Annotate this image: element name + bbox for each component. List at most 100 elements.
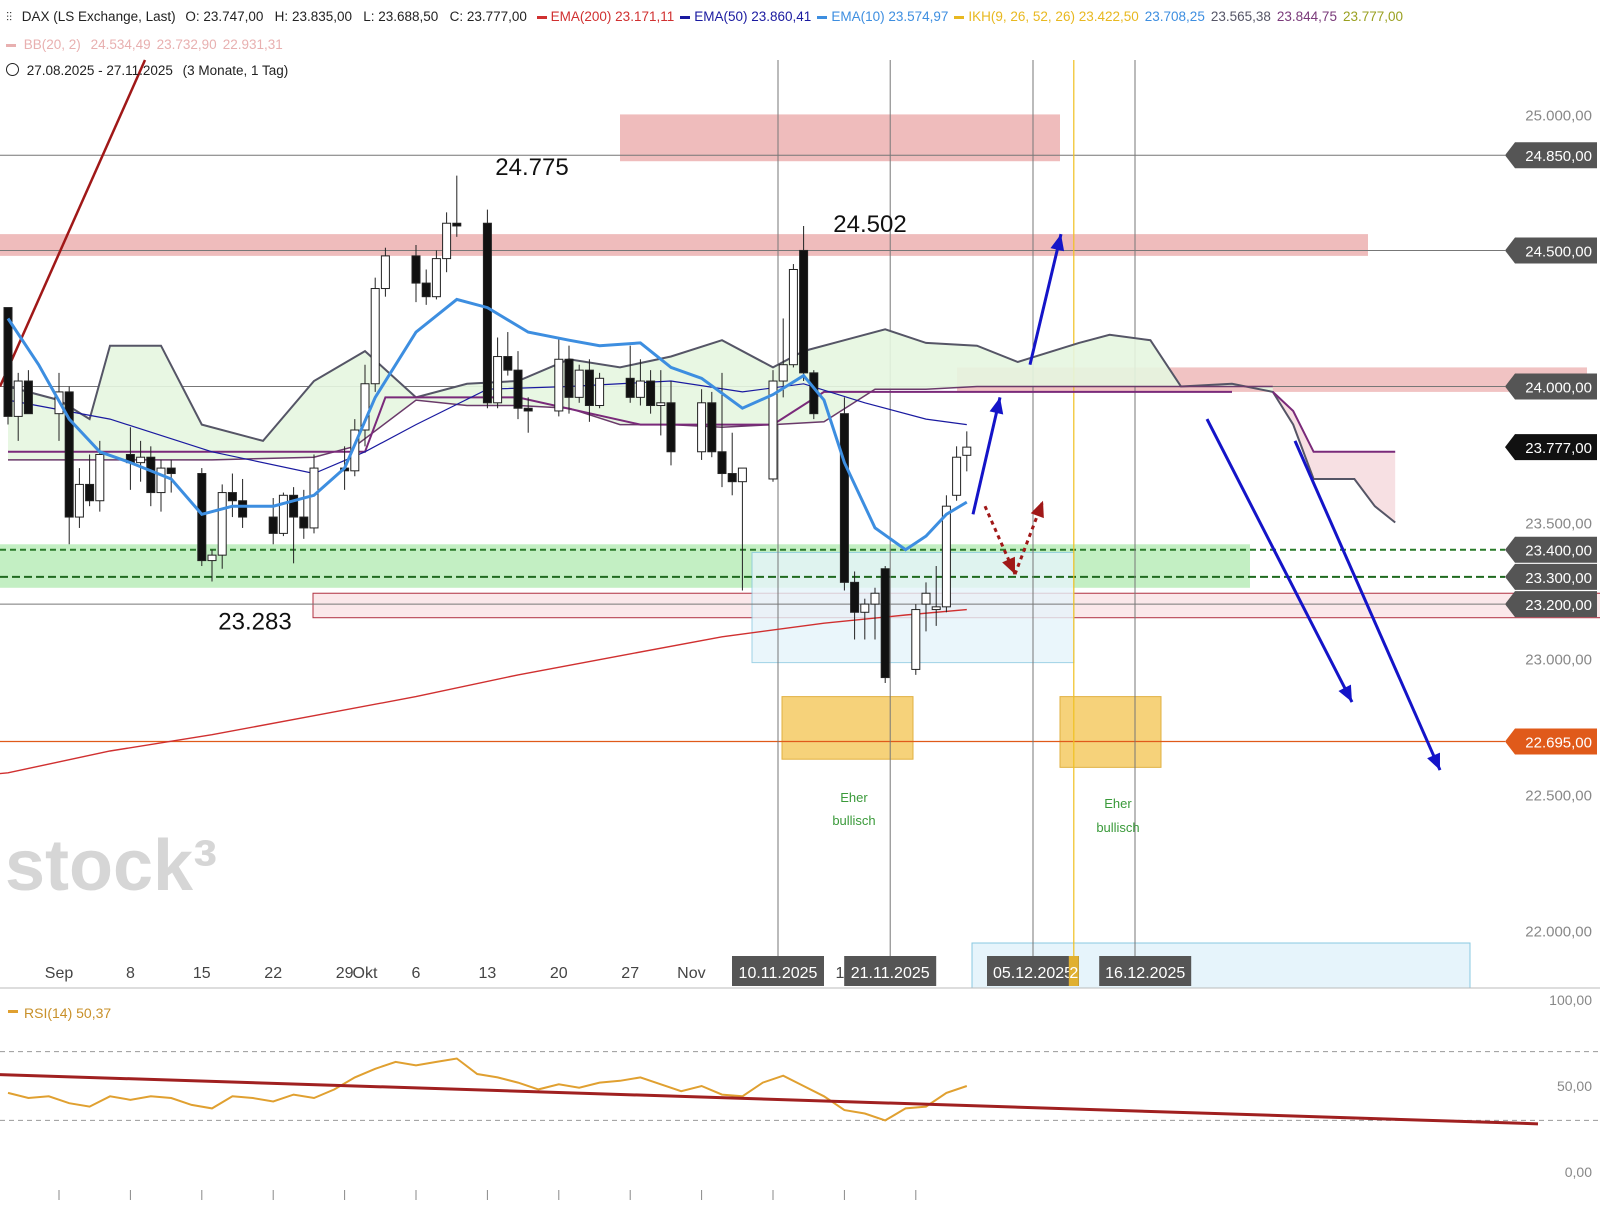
indicator-label[interactable]: IKH(9, 26, 52, 26) 23.422,50 [968, 9, 1139, 24]
bb-value: 23.732,90 [156, 37, 217, 52]
candle-body [238, 500, 248, 518]
rsi-axis-label: 50,00 [1557, 1078, 1592, 1094]
candle-body [23, 380, 33, 415]
indicator-label[interactable]: EMA(200) 23.171,11 [550, 9, 675, 24]
candle-body [737, 467, 747, 483]
candle-body [554, 358, 564, 412]
candle-body [85, 483, 95, 502]
candle-body [717, 451, 727, 475]
indicator-legend: EMA(200) 23.171,11 EMA(50) 23.860,41 EMA(1… [536, 9, 1409, 24]
arrow-down-2-shaft [1293, 440, 1442, 771]
price-badge-label: 24.000,00 [1525, 379, 1592, 396]
chart-type-icon[interactable]: ⫶⫶ [6, 10, 13, 24]
candle-body [360, 383, 370, 431]
date-badge-bg [844, 956, 937, 986]
arrow-down-2-head [1427, 752, 1440, 771]
ikh-span-b-line [8, 385, 1273, 461]
time-tick-label: 20 [550, 965, 568, 982]
date-badge-label: 16.12.2025 [1105, 965, 1185, 982]
ema10-line [6, 297, 968, 552]
price-tick-label: 22.000,00 [1525, 924, 1592, 941]
arrow-up-2-shaft [1028, 233, 1063, 366]
date-badge-bg [1099, 956, 1192, 986]
period-range: 27.08.2025 - 27.11.2025 [26, 63, 173, 78]
ikh-value: 23.777,00 [1342, 9, 1404, 24]
candle-body [421, 282, 431, 298]
price-tick-label: 23.500,00 [1525, 516, 1592, 533]
ikh-value: 23.565,38 [1210, 9, 1271, 24]
candle-body [299, 516, 309, 529]
candle-body [523, 407, 533, 412]
candle-body [584, 369, 594, 407]
bb-swatch [6, 43, 16, 47]
candle-body [646, 380, 656, 407]
resistance-zone-top [620, 114, 1060, 162]
long-trendline [0, 59, 147, 387]
candle-body [513, 369, 523, 409]
rsi-legend[interactable]: RSI(14) 50,37 [24, 1005, 111, 1021]
arrow-up-2 [1028, 233, 1065, 366]
price-badge-bg [1505, 591, 1597, 618]
note-1-line-1: Eher [840, 790, 868, 805]
date-badge-bg [732, 956, 824, 986]
candle-body [156, 467, 166, 494]
candle-body [952, 456, 962, 496]
ichimoku-cloud-future [1272, 391, 1396, 523]
price-badge: 24.000,00 [1505, 373, 1597, 400]
date-badge-bg [987, 956, 1079, 986]
candle-body [880, 568, 890, 679]
date-badge: 05.12.2025 [987, 956, 1079, 986]
period-note: (3 Monate, 1 Tag) [182, 63, 289, 78]
arrow-down-1-head [1338, 684, 1352, 703]
bb-label[interactable]: BB(20, 2) [23, 37, 81, 52]
watermark-logo: stock³ [5, 826, 217, 906]
time-tick-label: 8 [126, 965, 135, 982]
candle-body [962, 446, 972, 456]
indicator-swatch [680, 15, 691, 19]
time-tick-label: 29 [336, 965, 354, 982]
legend-line-1: ⫶⫶ DAX (LS Exchange, Last) O: 23.747,00 … [6, 9, 1415, 25]
candle-body [411, 255, 421, 284]
date-badge: 10.11.2025 [732, 956, 824, 986]
arrow-up-1-head [989, 397, 1004, 415]
price-badge: 23.200,00 [1505, 591, 1597, 618]
candle-body [707, 402, 717, 453]
candle-body [64, 391, 74, 518]
candle-body [625, 377, 635, 398]
date-badge-bg [1068, 956, 1079, 986]
price-badge: 24.500,00 [1505, 237, 1597, 264]
candle-body [370, 288, 380, 385]
price-badge-label: 24.500,00 [1525, 243, 1592, 260]
ikh-span-a-line [7, 328, 1396, 524]
time-tick-label: 15 [193, 965, 211, 982]
candle-body [911, 609, 921, 670]
candle-body [921, 592, 931, 605]
candle-body [278, 494, 288, 534]
target-zone-2 [1059, 696, 1162, 768]
price-badge-bg [1505, 237, 1597, 264]
candle-body [197, 473, 207, 562]
candle-body [564, 358, 574, 398]
rsi-trendline [0, 1073, 1539, 1126]
price-badge-label: 23.300,00 [1525, 570, 1592, 587]
candle-body [268, 516, 278, 534]
indicator-label[interactable]: EMA(50) 23.860,41 [694, 9, 812, 24]
candle-body [95, 453, 105, 502]
resistance-zone-24500 [0, 234, 1368, 256]
price-badge-bg [1505, 728, 1597, 755]
arrow-down-1-shaft [1205, 418, 1354, 703]
candle-body [431, 258, 441, 298]
candle-body [778, 364, 788, 382]
candle-body [768, 380, 778, 480]
candle-body [207, 554, 217, 562]
price-badge-bg [1505, 434, 1597, 461]
candle-body [697, 402, 707, 453]
instrument-name[interactable]: DAX (LS Exchange, Last) [21, 9, 176, 24]
indicator-label[interactable]: EMA(10) 23.574,97 [831, 9, 949, 24]
arrow-dip-head [1002, 556, 1015, 575]
candle-body [493, 356, 503, 404]
ikh-value: 23.708,25 [1144, 9, 1205, 24]
candle-body [503, 356, 513, 371]
arrow-up-1 [971, 397, 1004, 515]
